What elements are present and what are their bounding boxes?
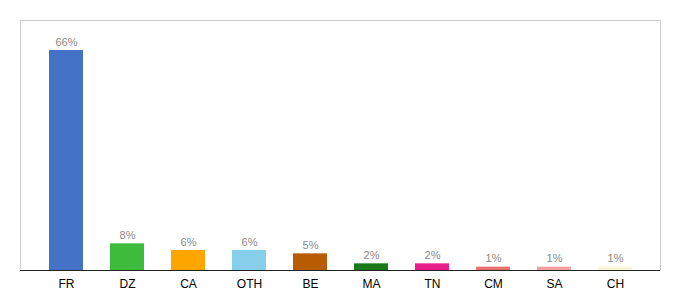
svg-text:2%: 2%: [425, 249, 441, 261]
svg-text:CM: CM: [484, 277, 503, 291]
svg-text:5%: 5%: [303, 239, 319, 251]
svg-text:6%: 6%: [242, 236, 258, 248]
svg-text:FR: FR: [59, 277, 75, 291]
svg-text:CA: CA: [180, 277, 197, 291]
svg-text:1%: 1%: [547, 252, 563, 264]
svg-text:CH: CH: [607, 277, 624, 291]
svg-text:1%: 1%: [608, 252, 624, 264]
svg-text:2%: 2%: [364, 249, 380, 261]
svg-text:TN: TN: [425, 277, 441, 291]
svg-text:SA: SA: [546, 277, 562, 291]
svg-text:6%: 6%: [181, 236, 197, 248]
svg-text:BE: BE: [302, 277, 318, 291]
svg-text:OTH: OTH: [237, 277, 262, 291]
svg-text:8%: 8%: [120, 229, 136, 241]
svg-text:1%: 1%: [486, 252, 502, 264]
svg-text:DZ: DZ: [120, 277, 136, 291]
svg-text:MA: MA: [363, 277, 381, 291]
svg-text:66%: 66%: [55, 36, 77, 48]
